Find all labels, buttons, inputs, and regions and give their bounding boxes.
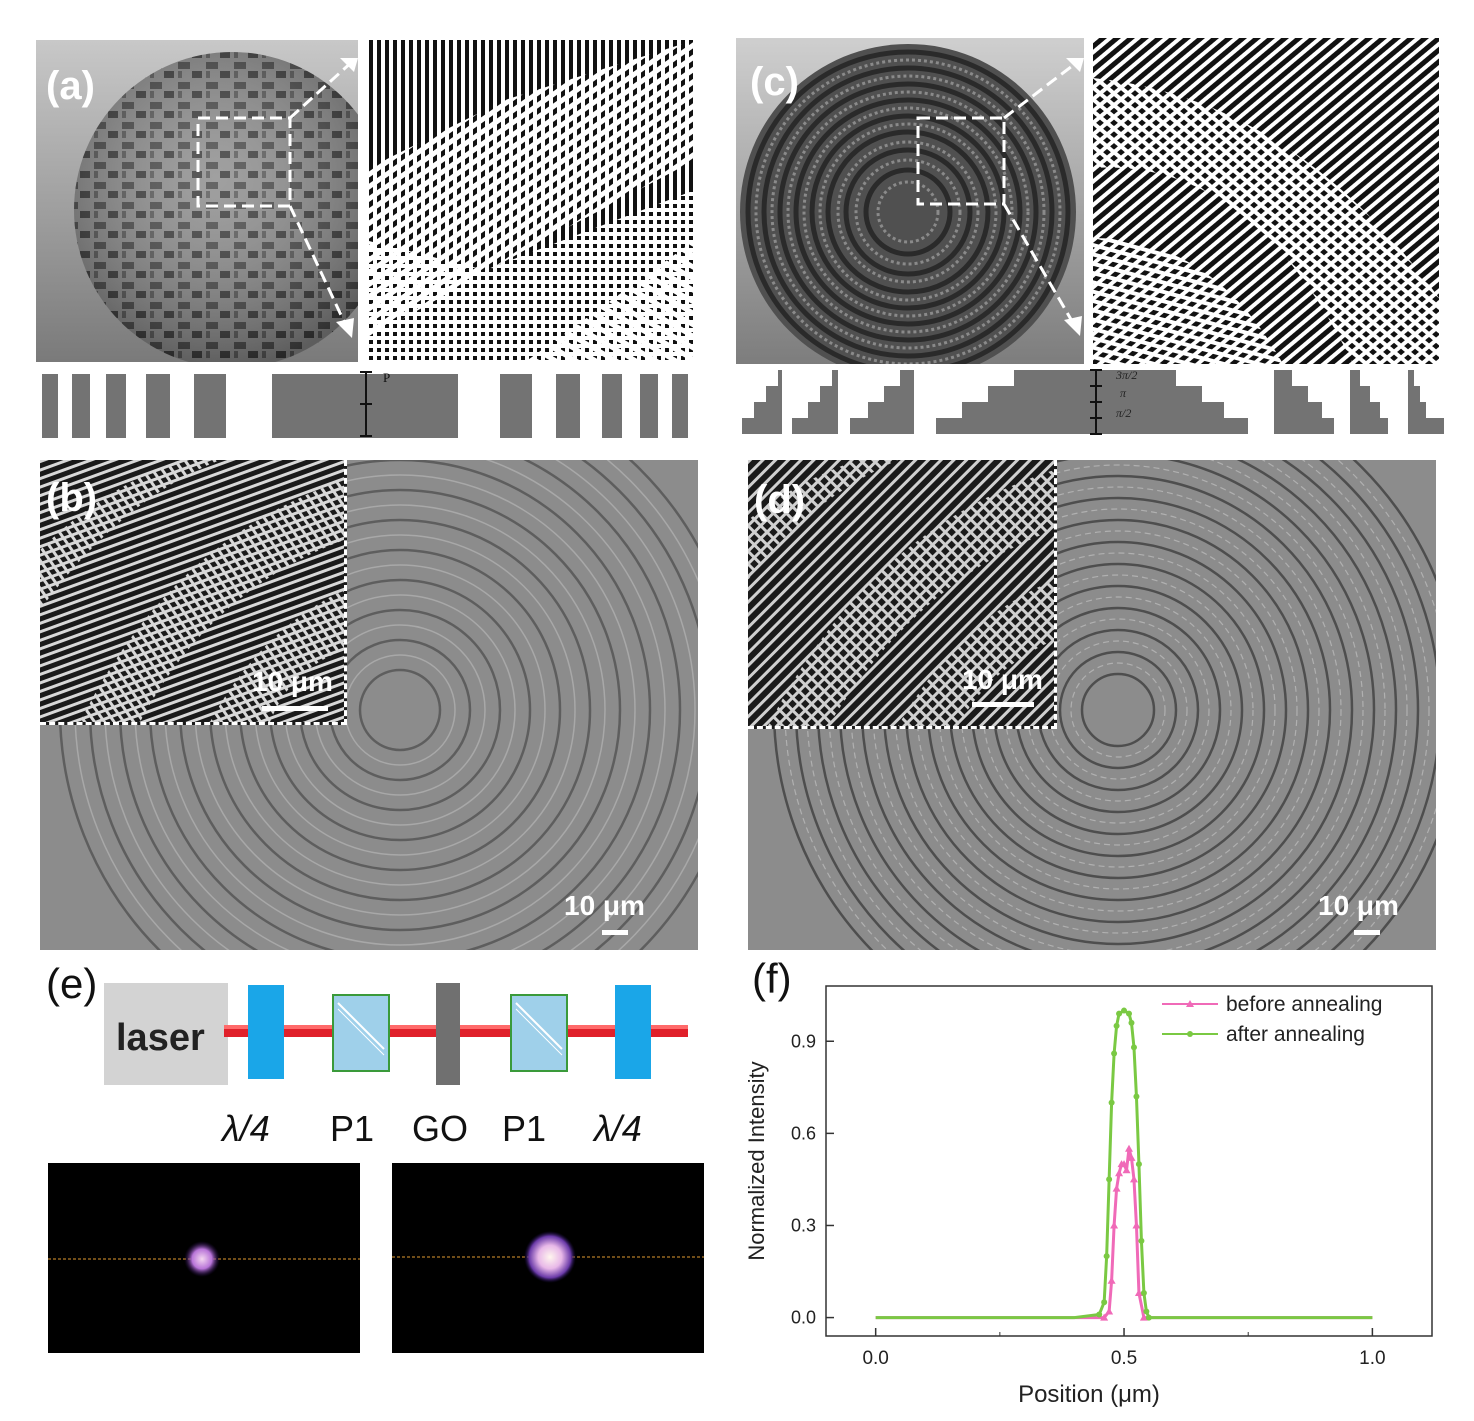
- series-point-0: [1122, 1166, 1131, 1174]
- y-tick-label: 0.6: [791, 1123, 816, 1143]
- panel-c-zoom-graphic: [1093, 38, 1439, 364]
- panel-b-scalebar-label: 10 μm: [564, 890, 645, 921]
- label-go-sample: GO: [412, 1108, 469, 1149]
- panel-d-inset-scalebar: [972, 702, 1034, 707]
- focal-spot-before: [48, 1163, 360, 1353]
- label-polarizer-2: P1: [502, 1108, 547, 1149]
- series-point-1: [1135, 1161, 1142, 1168]
- series-point-0: [1115, 1169, 1124, 1177]
- series-point-0: [1112, 1184, 1121, 1192]
- focal-spot-after-graphic: [392, 1231, 704, 1283]
- legend-label-1: after annealing: [1226, 1023, 1365, 1046]
- series-point-1: [1111, 1050, 1118, 1057]
- panel-d-sem-image: 10 μm (d) 10 μm: [748, 460, 1436, 950]
- panel-a-zoom-grating: [365, 40, 695, 362]
- panel-c-step-profile: 3π/2 π π/2: [736, 366, 1450, 438]
- series-point-0: [1100, 1313, 1109, 1321]
- panel-c-label: (c): [750, 60, 799, 104]
- y-axis-label: Normalized Intensity: [744, 1061, 769, 1260]
- panel-a-sphere: (a): [36, 40, 358, 362]
- panel-b-label: (b): [46, 476, 98, 520]
- y-tick-label: 0.3: [791, 1215, 816, 1235]
- plot-frame: [825, 985, 1433, 1337]
- series-point-0: [1132, 1221, 1141, 1229]
- panel-c-step-label-3pi2: 3π/2: [1116, 368, 1138, 382]
- panel-b-inset-scalebar: [262, 706, 328, 711]
- series-point-0: [1139, 1313, 1148, 1321]
- focal-spot-before-graphic: [48, 1241, 360, 1277]
- series-point-1: [1101, 1299, 1108, 1306]
- series-point-1: [1130, 1044, 1137, 1051]
- panel-a-zoom-graphic: [365, 40, 695, 362]
- panel-b-scalebar: [602, 930, 628, 935]
- panel-d-inset-scalebar-label: 10 μm: [962, 664, 1043, 695]
- y-tick-label: 0.9: [791, 1031, 816, 1051]
- intensity-chart: 0.0 0.5 1.0 0.0 0.3 0.6 0.9 Position (μm) Normal…: [744, 985, 1433, 1408]
- series-point-1: [1121, 1007, 1128, 1014]
- panel-a-profile-marker: P: [383, 370, 391, 385]
- series-point-1: [1145, 1314, 1152, 1321]
- panel-e-optical-setup: laser: [100, 975, 700, 1085]
- series-point-0: [1120, 1160, 1129, 1168]
- panel-c-step-label-pi2: π/2: [1116, 406, 1132, 420]
- series-point-0: [1127, 1153, 1136, 1161]
- x-tick-label: 1.0: [1359, 1348, 1385, 1369]
- series-point-0: [1110, 1221, 1119, 1229]
- panel-f-label: (f): [752, 955, 792, 1002]
- panel-e-setup-graphic: [104, 983, 688, 1085]
- panel-d-inset-graphic: [748, 460, 1054, 726]
- series-point-0: [1125, 1144, 1133, 1152]
- panel-c-profile-graphic: [742, 369, 1444, 435]
- panel-b-inset: 10 μm: [40, 460, 347, 725]
- legend-marker-1: [1187, 1031, 1193, 1037]
- series-point-1: [1108, 1099, 1115, 1106]
- panel-d-scalebar-label: 10 μm: [1318, 890, 1399, 921]
- series-point-1: [1113, 1022, 1120, 1029]
- label-quarter-wave-1: λ/4: [222, 1108, 270, 1149]
- laser-label: laser: [116, 1017, 205, 1059]
- panel-a-sphere-graphic: [74, 52, 358, 362]
- series-point-1: [1106, 1176, 1113, 1183]
- panel-f-chart: 0.0 0.5 1.0 0.0 0.3 0.6 0.9 Position (μm) Normal…: [740, 960, 1450, 1410]
- series-point-1: [1128, 1019, 1135, 1026]
- panel-c-step-label-pi: π: [1120, 386, 1127, 400]
- panel-a-profile-graphic: [42, 371, 688, 438]
- panel-e-label: (e): [46, 960, 98, 1007]
- panel-a-binary-profile: P: [36, 368, 696, 440]
- series-point-1: [1103, 1253, 1110, 1260]
- label-polarizer-1: P1: [330, 1108, 375, 1149]
- series-point-0: [1107, 1276, 1116, 1284]
- panel-c-lens: (c): [736, 38, 1084, 364]
- series-point-1: [1126, 1010, 1132, 1017]
- panel-c-lens-graphic: [740, 44, 1084, 364]
- series-point-1: [1133, 1093, 1140, 1100]
- panel-d-label: (d): [754, 478, 806, 522]
- panel-c-zoom-grating: [1093, 38, 1439, 364]
- series-point-0: [1105, 1307, 1114, 1315]
- x-tick-label: 0.0: [862, 1348, 888, 1369]
- series-point-0: [1134, 1289, 1143, 1297]
- panel-b-sem-image: 10 μm (b) 10 μm: [40, 460, 698, 950]
- series-point-1: [1140, 1290, 1147, 1297]
- series-point-1: [1143, 1308, 1150, 1315]
- series-line-0: [875, 1148, 1373, 1320]
- series-point-1: [1138, 1237, 1145, 1244]
- label-quarter-wave-2: λ/4: [594, 1108, 642, 1149]
- series-point-1: [1096, 1311, 1103, 1318]
- panel-b-inset-scalebar-label: 10 μm: [252, 666, 333, 697]
- panel-d-scalebar: [1354, 930, 1380, 935]
- series-point-1: [1116, 1010, 1123, 1017]
- panel-b-inset-graphic: [40, 460, 344, 722]
- legend-label-0: before annealing: [1226, 993, 1382, 1016]
- panel-a-label: (a): [46, 64, 95, 108]
- y-tick-label: 0.0: [791, 1308, 816, 1328]
- panel-d-inset: 10 μm: [748, 460, 1057, 729]
- series-point-0: [1129, 1175, 1138, 1183]
- legend-marker-0: [1186, 1000, 1194, 1007]
- x-tick-label: 0.5: [1111, 1348, 1137, 1369]
- x-axis-label: Position (μm): [1018, 1381, 1160, 1408]
- focal-spot-after: [392, 1163, 704, 1353]
